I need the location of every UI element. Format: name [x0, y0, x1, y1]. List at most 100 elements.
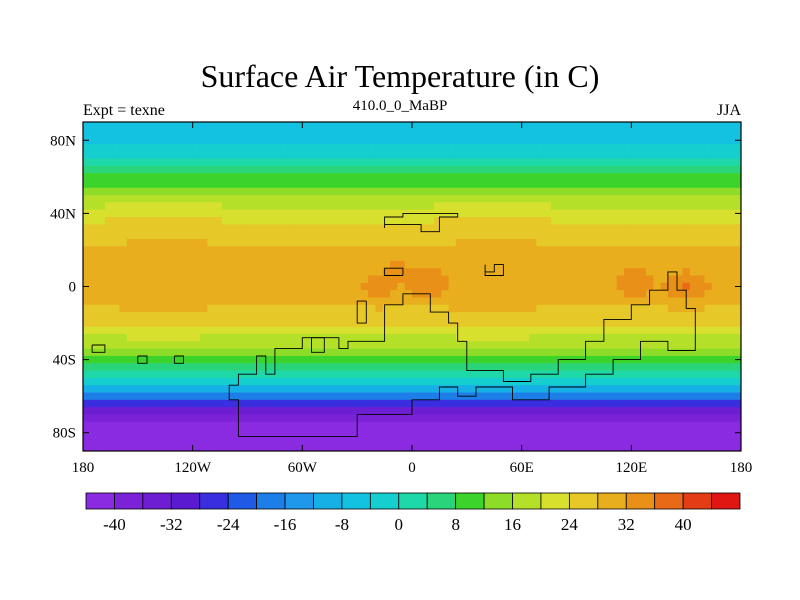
field-cell	[682, 158, 691, 167]
field-cell	[689, 268, 698, 277]
field-cell	[265, 253, 274, 262]
field-cell	[660, 165, 669, 174]
field-cell	[565, 187, 574, 196]
field-cell	[141, 326, 150, 335]
field-cell	[148, 443, 157, 451]
x-tick-label: 60W	[288, 460, 318, 476]
field-cell	[404, 187, 413, 196]
field-cell	[704, 436, 713, 445]
field-cell	[514, 165, 523, 174]
field-cell	[477, 326, 486, 335]
field-cell	[719, 268, 727, 277]
field-cell	[134, 414, 143, 423]
field-cell	[368, 443, 377, 451]
field-cell	[733, 224, 741, 233]
field-cell	[83, 363, 91, 372]
field-cell	[229, 348, 238, 357]
field-cell	[499, 209, 508, 218]
field-cell	[572, 136, 581, 145]
field-cell	[660, 217, 669, 225]
field-cell	[390, 370, 398, 379]
field-cell	[485, 297, 494, 306]
field-cell	[733, 348, 741, 357]
field-cell	[587, 151, 596, 160]
field-cell	[134, 290, 143, 299]
field-cell	[485, 429, 494, 437]
field-cell	[631, 348, 640, 357]
field-cell	[550, 290, 559, 299]
field-cell	[536, 209, 545, 218]
field-cell	[616, 129, 625, 138]
field-cell	[324, 297, 333, 306]
field-cell	[594, 297, 603, 306]
field-cell	[353, 151, 362, 160]
field-cell	[594, 377, 603, 386]
field-cell	[412, 260, 420, 269]
field-cell	[338, 429, 347, 437]
field-cell	[682, 436, 691, 445]
field-cell	[368, 282, 377, 291]
field-cell	[580, 165, 589, 174]
field-cell	[624, 260, 632, 269]
field-cell	[492, 319, 501, 328]
field-cell	[97, 290, 106, 299]
field-cell	[470, 443, 479, 451]
field-cell	[704, 290, 713, 299]
field-cell	[324, 202, 333, 211]
field-cell	[309, 392, 318, 401]
field-cell	[433, 231, 442, 240]
field-cell	[265, 429, 274, 437]
field-cell	[112, 363, 121, 372]
field-cell	[309, 151, 318, 160]
field-cell	[382, 377, 391, 386]
field-cell	[368, 399, 377, 408]
field-cell	[587, 334, 596, 342]
field-cell	[580, 363, 589, 372]
field-cell	[412, 195, 420, 204]
field-cell	[134, 392, 143, 401]
field-cell	[412, 238, 420, 247]
field-cell	[572, 158, 581, 167]
field-cell	[185, 224, 194, 233]
field-cell	[83, 275, 91, 284]
field-cell	[609, 319, 618, 328]
field-cell	[653, 334, 662, 342]
field-cell	[185, 355, 194, 364]
field-cell	[287, 429, 296, 437]
field-cell	[280, 195, 289, 204]
field-cell	[280, 158, 289, 167]
field-cell	[675, 304, 684, 313]
field-cell	[609, 341, 618, 350]
field-cell	[580, 421, 589, 430]
field-cell	[448, 297, 457, 306]
field-cell	[360, 399, 369, 408]
field-cell	[521, 355, 530, 364]
field-cell	[485, 136, 494, 145]
field-cell	[302, 129, 311, 138]
field-cell	[368, 136, 377, 145]
field-cell	[112, 319, 121, 328]
field-cell	[360, 195, 369, 204]
field-cell	[455, 253, 464, 262]
field-cell	[148, 136, 157, 145]
field-cell	[251, 429, 260, 437]
field-cell	[251, 414, 260, 423]
field-cell	[719, 355, 727, 364]
field-cell	[697, 260, 706, 269]
field-cell	[492, 392, 501, 401]
field-cell	[507, 443, 515, 451]
field-cell	[83, 180, 91, 189]
field-cell	[492, 151, 501, 160]
colorbar-swatch	[483, 492, 513, 510]
field-cell	[265, 377, 274, 386]
field-cell	[185, 238, 194, 247]
field-cell	[412, 421, 420, 430]
field-cell	[221, 231, 230, 240]
field-cell	[251, 180, 260, 189]
field-cell	[119, 355, 128, 364]
field-cell	[689, 297, 698, 306]
field-cell	[433, 297, 442, 306]
field-cell	[353, 399, 362, 408]
field-cell	[609, 436, 618, 445]
field-cell	[280, 187, 289, 196]
